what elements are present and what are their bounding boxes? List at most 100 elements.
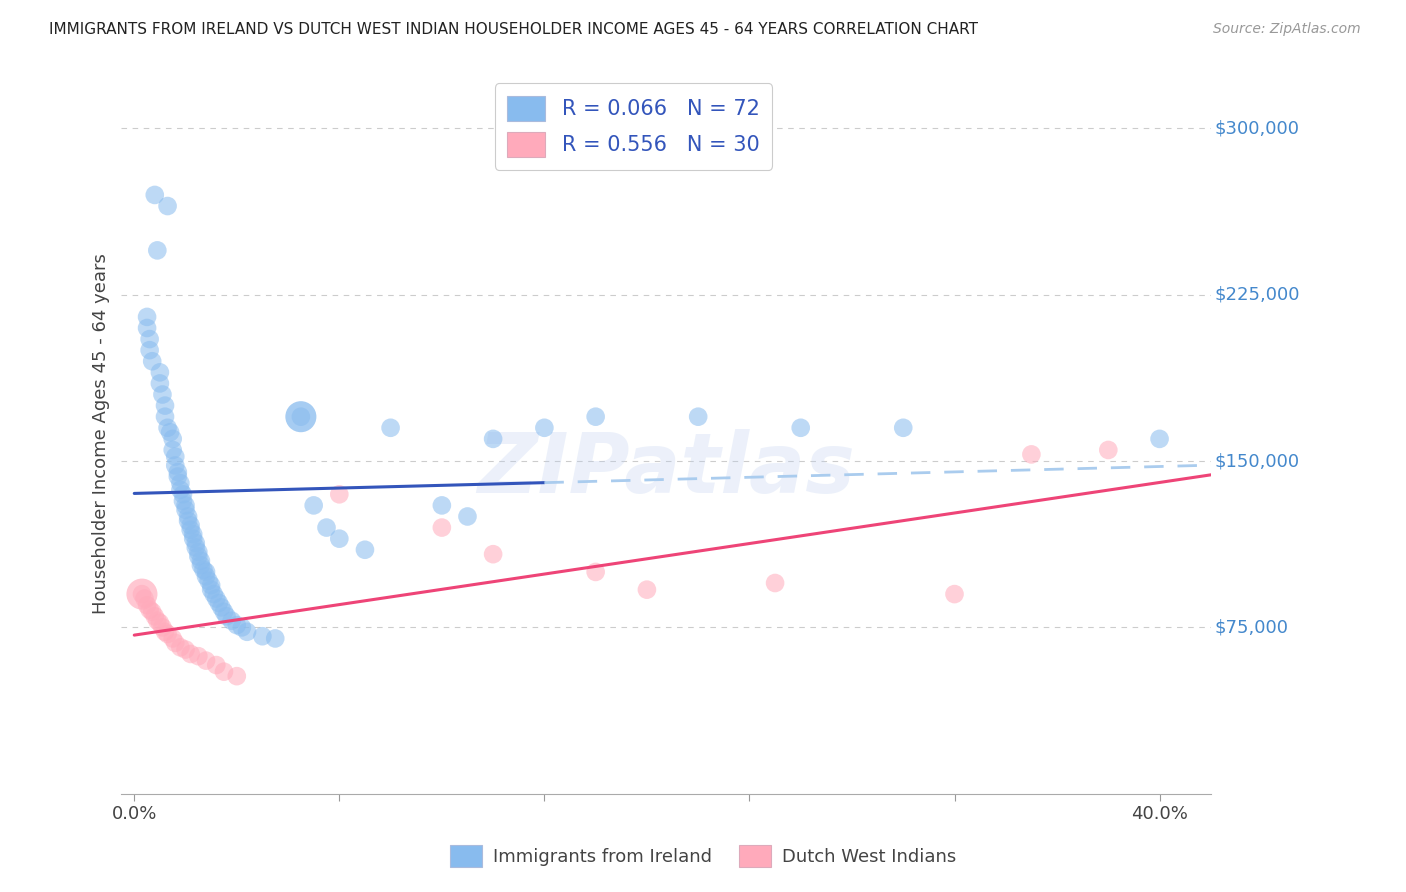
Point: [169, 476, 191, 491]
Point: [177, 514, 200, 528]
Point: [141, 605, 163, 619]
Point: [197, 574, 219, 588]
Point: [138, 332, 160, 346]
Point: [636, 582, 658, 597]
Point: [430, 520, 453, 534]
Point: [763, 576, 786, 591]
Point: [533, 421, 555, 435]
Point: [236, 624, 259, 639]
Point: [1097, 442, 1119, 457]
Point: [482, 547, 505, 561]
Text: $300,000: $300,000: [1215, 120, 1299, 137]
Point: [225, 669, 247, 683]
Point: [181, 527, 204, 541]
Point: [165, 636, 187, 650]
Point: [174, 642, 197, 657]
Point: [162, 632, 184, 646]
Point: [205, 658, 228, 673]
Point: [153, 624, 176, 639]
Point: [174, 503, 197, 517]
Point: [156, 199, 179, 213]
Point: [328, 532, 350, 546]
Point: [225, 618, 247, 632]
Point: [174, 499, 197, 513]
Point: [202, 587, 225, 601]
Point: [136, 321, 159, 335]
Point: [149, 365, 172, 379]
Point: [162, 432, 184, 446]
Point: [187, 649, 209, 664]
Point: [180, 647, 202, 661]
Point: [195, 565, 218, 579]
Legend: Immigrants from Ireland, Dutch West Indians: Immigrants from Ireland, Dutch West Indi…: [443, 838, 963, 874]
Text: ZIPatlas: ZIPatlas: [477, 429, 855, 510]
Point: [585, 409, 607, 424]
Point: [149, 615, 172, 630]
Point: [231, 620, 253, 634]
Point: [456, 509, 478, 524]
Point: [252, 629, 274, 643]
Y-axis label: Householder Income Ages 45 - 64 years: Householder Income Ages 45 - 64 years: [93, 253, 110, 614]
Point: [200, 578, 222, 592]
Point: [181, 532, 204, 546]
Point: [215, 609, 238, 624]
Text: Source: ZipAtlas.com: Source: ZipAtlas.com: [1213, 22, 1361, 37]
Point: [193, 563, 215, 577]
Point: [302, 499, 325, 513]
Point: [430, 499, 453, 513]
Point: [205, 591, 228, 606]
Point: [789, 421, 811, 435]
Point: [891, 421, 914, 435]
Point: [177, 509, 200, 524]
Point: [354, 542, 377, 557]
Point: [162, 442, 184, 457]
Point: [1149, 432, 1171, 446]
Point: [156, 421, 179, 435]
Point: [1021, 447, 1043, 461]
Point: [153, 409, 176, 424]
Point: [195, 569, 218, 583]
Point: [138, 343, 160, 358]
Point: [688, 409, 710, 424]
Point: [152, 387, 174, 401]
Point: [195, 654, 218, 668]
Point: [165, 450, 187, 464]
Point: [146, 244, 169, 258]
Text: IMMIGRANTS FROM IRELAND VS DUTCH WEST INDIAN HOUSEHOLDER INCOME AGES 45 - 64 YEA: IMMIGRANTS FROM IRELAND VS DUTCH WEST IN…: [49, 22, 979, 37]
Point: [165, 458, 187, 473]
Point: [208, 596, 231, 610]
Text: $225,000: $225,000: [1215, 285, 1299, 304]
Point: [134, 591, 156, 606]
Point: [187, 545, 209, 559]
Point: [143, 609, 166, 624]
Point: [190, 554, 212, 568]
Point: [190, 558, 212, 573]
Point: [159, 425, 181, 440]
Legend: R = 0.066   N = 72, R = 0.556   N = 30: R = 0.066 N = 72, R = 0.556 N = 30: [495, 83, 772, 169]
Point: [180, 523, 202, 537]
Point: [169, 640, 191, 655]
Point: [136, 598, 159, 612]
Point: [315, 520, 337, 534]
Point: [482, 432, 505, 446]
Point: [153, 399, 176, 413]
Point: [138, 602, 160, 616]
Point: [166, 469, 188, 483]
Point: [172, 487, 194, 501]
Point: [585, 565, 607, 579]
Text: $150,000: $150,000: [1215, 452, 1299, 470]
Point: [156, 627, 179, 641]
Point: [172, 494, 194, 508]
Point: [136, 310, 159, 324]
Point: [200, 582, 222, 597]
Point: [180, 518, 202, 533]
Point: [184, 541, 207, 555]
Text: $75,000: $75,000: [1215, 618, 1288, 636]
Point: [131, 587, 153, 601]
Point: [131, 587, 153, 601]
Point: [328, 487, 350, 501]
Point: [166, 465, 188, 479]
Point: [380, 421, 402, 435]
Point: [212, 665, 235, 679]
Point: [290, 409, 312, 424]
